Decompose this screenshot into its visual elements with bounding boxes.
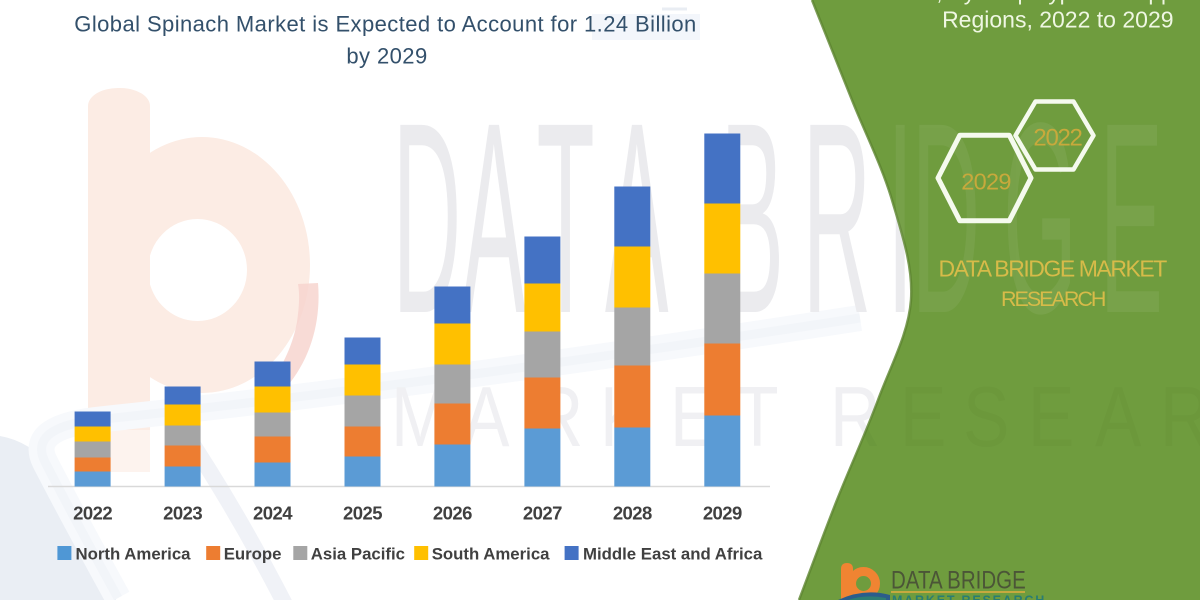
- svg-text:E: E: [1028, 371, 1074, 465]
- svg-text:2023: 2023: [163, 503, 202, 524]
- svg-text:Europe: Europe: [224, 545, 282, 564]
- svg-text:R: R: [1160, 371, 1200, 465]
- svg-text:A: A: [1095, 371, 1142, 465]
- svg-text:S: S: [963, 371, 1009, 465]
- svg-text:Global Spinach Market is Expec: Global Spinach Market is Expected to Acc…: [74, 12, 696, 37]
- svg-text:DATA BRIDGE: DATA BRIDGE: [891, 566, 1026, 594]
- svg-text:2022: 2022: [73, 503, 112, 524]
- svg-text:Market, By Crop Type and Appli: Market, By Crop Type and Application, Re…: [867, 0, 1200, 5]
- svg-text:Middle East and Africa: Middle East and Africa: [583, 545, 763, 564]
- svg-text:Asia Pacific: Asia Pacific: [311, 545, 405, 564]
- svg-text:A: A: [462, 68, 526, 371]
- svg-text:North America: North America: [76, 545, 192, 564]
- svg-text:A: A: [463, 371, 510, 465]
- svg-text:MARKET RESEARCH: MARKET RESEARCH: [892, 594, 1046, 600]
- svg-text:2022: 2022: [1033, 124, 1082, 151]
- svg-text:E: E: [1100, 68, 1164, 371]
- svg-text:RESEARCH: RESEARCH: [1001, 287, 1105, 311]
- svg-text:2027: 2027: [523, 503, 562, 524]
- svg-text:2028: 2028: [613, 503, 652, 524]
- svg-text:2025: 2025: [343, 503, 382, 524]
- svg-text:E: E: [900, 371, 946, 465]
- svg-text:DATA BRIDGE MARKET: DATA BRIDGE MARKET: [939, 256, 1168, 282]
- svg-text:T: T: [736, 371, 779, 465]
- svg-text:2029: 2029: [703, 503, 742, 524]
- svg-text:South America: South America: [432, 545, 550, 564]
- svg-text:Regions, 2022 to 2029: Regions, 2022 to 2029: [942, 7, 1173, 33]
- svg-text:by 2029: by 2029: [346, 44, 427, 69]
- svg-text:2024: 2024: [253, 503, 293, 524]
- svg-text:2029: 2029: [961, 169, 1010, 195]
- svg-text:2026: 2026: [433, 503, 472, 524]
- svg-text:G: G: [1003, 68, 1077, 371]
